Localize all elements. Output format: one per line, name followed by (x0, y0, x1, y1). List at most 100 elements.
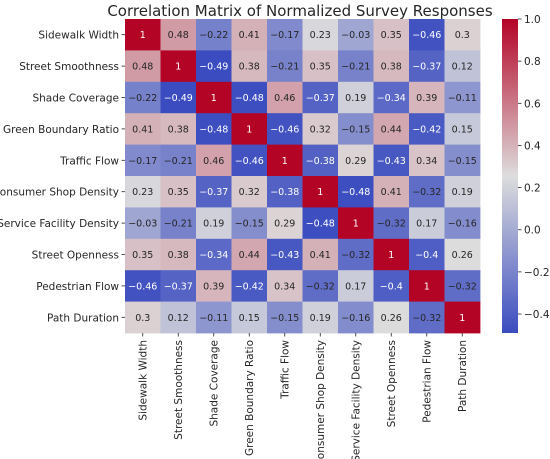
cell-value-label: 0.3 (455, 30, 470, 41)
cell-value-label: 0.38 (381, 62, 402, 73)
heatmap-cell (373, 176, 410, 208)
cell-value-label: −0.16 (448, 219, 477, 230)
cell-value-label: 1 (353, 219, 359, 230)
heatmap-cell (231, 50, 268, 83)
heatmap-cell (160, 113, 197, 145)
cell-value-label: −0.49 (199, 62, 228, 73)
x-tick-label: Pedestrian Flow (421, 340, 433, 423)
heatmap-cell (267, 238, 303, 271)
colorbar-tick-label: 0.4 (524, 140, 541, 152)
cell-value-label: 0.38 (168, 124, 189, 135)
heatmap-cell (373, 50, 410, 83)
heatmap-cell (444, 50, 481, 83)
cell-value-label: 0.38 (168, 250, 189, 261)
heatmap-cell (231, 113, 268, 145)
heatmap-cell (409, 176, 445, 208)
cell-value-label: 0.41 (239, 30, 260, 41)
cell-value-label: −0.32 (412, 187, 441, 198)
heatmap-cell (160, 50, 197, 83)
cell-value-label: 1 (211, 93, 217, 104)
cell-value-label: 0.12 (452, 62, 473, 73)
cell-value-label: −0.17 (270, 30, 299, 41)
cell-value-label: 1 (459, 313, 465, 324)
heatmap-cell (338, 176, 374, 208)
heatmap-cell (302, 270, 339, 302)
heatmap-cell (125, 176, 161, 208)
heatmap-cell (444, 207, 481, 240)
heatmap-cell (302, 144, 339, 177)
cell-value-label: −0.32 (306, 281, 335, 292)
cell-value-label: −0.21 (270, 62, 299, 73)
heatmap-cell (338, 81, 374, 114)
cell-value-label: 0.39 (416, 93, 437, 104)
heatmap-cell (196, 238, 232, 271)
row-labels: Sidewalk Width Street Smoothness Shade Cov… (0, 30, 125, 324)
heatmap-cell (196, 81, 232, 114)
heatmap-cell (267, 81, 303, 114)
colorbar-tick-label: 0.8 (524, 56, 541, 68)
y-tick-label: Shade Coverage (32, 93, 119, 105)
cell-value-label: 0.19 (345, 93, 366, 104)
cell-value-label: 0.44 (239, 250, 260, 261)
heatmap-cell (125, 238, 161, 271)
cell-value-label: −0.17 (128, 156, 157, 167)
heatmap-cell (231, 81, 268, 114)
cell-value-label: 0.48 (132, 62, 153, 73)
x-tick-label: Consumer Shop Density (315, 340, 327, 459)
heatmap-cell (444, 144, 481, 177)
heatmap-cell (373, 113, 410, 145)
heatmap-cell (196, 50, 232, 83)
heatmap-cell (373, 81, 410, 114)
cell-value-label: 0.26 (452, 250, 473, 261)
heatmap-cell (444, 113, 481, 145)
cell-value-label: −0.37 (199, 187, 228, 198)
cell-value-label: −0.16 (341, 313, 370, 324)
y-tick-label: Service Facility Density (0, 218, 119, 230)
y-tick-label: Street Openness (32, 250, 119, 262)
colorbar-tick-label: 0.0 (524, 225, 541, 237)
heatmap-cell (338, 207, 374, 240)
cell-value-label: −0.15 (235, 219, 264, 230)
heatmap-cell (338, 113, 374, 145)
heatmap-cell (302, 301, 339, 334)
cell-value-label: 0.15 (452, 124, 473, 135)
y-tick-label: Green Boundary Ratio (3, 124, 119, 136)
x-tick-label: Sidewalk Width (137, 340, 149, 421)
cell-value-label: 0.41 (381, 187, 402, 198)
cell-value-label: 0.12 (168, 313, 189, 324)
heatmap-cell (231, 19, 268, 51)
heatmap-cell (231, 301, 268, 334)
cell-value-label: −0.11 (448, 93, 477, 104)
heatmap-cell (231, 144, 268, 177)
heatmap-cell (160, 238, 197, 271)
cell-value-label: −0.32 (448, 281, 477, 292)
cell-value-label: 0.35 (132, 250, 153, 261)
x-tick-label: Street Smoothness (173, 340, 185, 440)
heatmap-cell (444, 19, 481, 51)
cell-value-label: 0.48 (168, 30, 189, 41)
heatmap-cell (409, 113, 445, 145)
cell-value-label: 0.17 (416, 219, 437, 230)
heatmap-cell (373, 207, 410, 240)
cell-value-label: −0.48 (341, 187, 370, 198)
heatmap-cell (125, 270, 161, 302)
cell-value-label: 0.35 (168, 187, 189, 198)
heatmap-cell (267, 50, 303, 83)
heatmap-cell (160, 81, 197, 114)
y-tick-label: Sidewalk Width (38, 30, 119, 42)
y-tick-label: Pedestrian Flow (36, 281, 119, 293)
heatmap-cell (125, 50, 161, 83)
cell-value-label: −0.4 (380, 281, 403, 292)
heatmap-cell (160, 301, 197, 334)
cell-value-label: −0.37 (306, 93, 335, 104)
cell-value-label: 0.19 (310, 313, 331, 324)
heatmap-cell (338, 50, 374, 83)
heatmap-cell (409, 238, 445, 271)
colorbar-gradient (502, 19, 518, 333)
colorbar: −0.4 −0.2 0.0 0.2 0.4 0.6 0.8 1.0 (502, 14, 550, 333)
cell-value-label: 0.26 (381, 313, 402, 324)
heatmap-cell (231, 238, 268, 271)
cell-value-label: −0.46 (270, 124, 299, 135)
heatmap-cell (302, 176, 339, 208)
